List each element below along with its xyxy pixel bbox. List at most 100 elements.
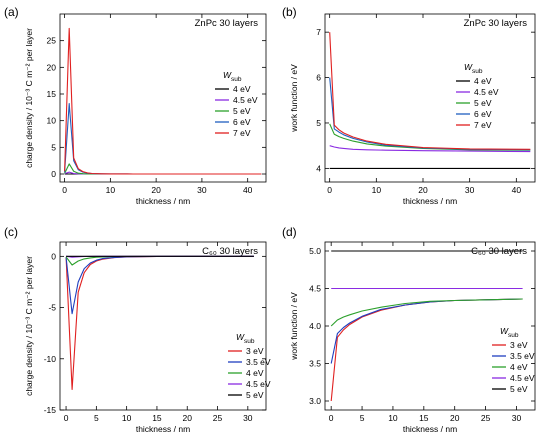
x-tick-label: 0 xyxy=(64,413,69,423)
y-tick-label: 3.5 xyxy=(309,359,321,369)
y-tick-label: 0 xyxy=(51,251,56,261)
plot-frame xyxy=(59,241,267,411)
legend-label: 4.5 eV xyxy=(233,95,258,105)
legend-label: 5 eV xyxy=(474,98,492,108)
panel-label: (c) xyxy=(4,225,18,239)
legend-label: 4.5 eV xyxy=(510,373,535,383)
chart-title: ZnPc 30 layers xyxy=(195,18,259,29)
series-line-4_5-eV xyxy=(329,145,531,153)
x-tick-label: 20 xyxy=(183,413,193,423)
legend-label: 7 eV xyxy=(233,128,251,138)
x-tick-label: 0 xyxy=(62,185,67,195)
x-tick-label: 25 xyxy=(213,413,223,423)
y-axis-label: work function / eV xyxy=(289,64,299,133)
y-axis-label: charge density / 10⁻³ C m⁻² per layer xyxy=(24,28,34,168)
x-tick-label: 10 xyxy=(388,413,398,423)
legend-label: 5 eV xyxy=(246,390,264,400)
series-line-7-eV xyxy=(64,27,262,175)
legend-label: 4 eV xyxy=(246,368,264,378)
chart-panel-c: (c) C₆₀ 30 layers 0 5 10 15 20 25 30 -15 -10 -5 0 thi… xyxy=(4,225,271,434)
series-line-5-eV xyxy=(329,123,531,151)
legend-title: Wsub xyxy=(223,70,242,83)
legend-label: 4 eV xyxy=(510,362,528,372)
legend-title-subscript: sub xyxy=(244,338,255,345)
legend-title-subscript: sub xyxy=(231,76,242,83)
y-tick-label: -10 xyxy=(44,354,57,364)
series-line-3-eV xyxy=(330,298,523,402)
plot-frame xyxy=(59,13,267,183)
x-tick-label: 30 xyxy=(197,185,207,195)
x-axis-label: thickness / nm xyxy=(403,196,457,206)
y-tick-label: 15 xyxy=(47,89,57,99)
plot-frame xyxy=(324,13,536,183)
y-axis-label: charge density / 10⁻³ C m⁻² per layer xyxy=(24,256,34,396)
legend-label: 5 eV xyxy=(510,384,528,394)
legend-label: 6 eV xyxy=(233,117,251,127)
x-axis-label: thickness / nm xyxy=(136,196,190,206)
series-group xyxy=(329,32,531,169)
x-tick-label: 0 xyxy=(327,185,332,195)
legend-label: 3.5 eV xyxy=(510,351,535,361)
x-axis-label: thickness / nm xyxy=(403,424,457,434)
y-tick-label: 7 xyxy=(316,27,321,37)
panel-label: (b) xyxy=(282,5,297,19)
x-tick-label: 30 xyxy=(243,413,253,423)
x-tick-label: 15 xyxy=(419,413,429,423)
panel-label: (d) xyxy=(282,225,297,239)
y-tick-label: 3.0 xyxy=(309,396,321,406)
legend-title: Wsub xyxy=(500,326,519,339)
legend-label: 5 eV xyxy=(233,106,251,116)
x-tick-label: 15 xyxy=(152,413,162,423)
x-tick-label: 25 xyxy=(481,413,491,423)
legend-title: Wsub xyxy=(464,62,483,75)
y-tick-label: 0 xyxy=(51,169,56,179)
legend-label: 3 eV xyxy=(246,346,264,356)
series-line-3_5-eV xyxy=(330,298,523,364)
legend-label: 7 eV xyxy=(474,120,492,130)
y-axis-label: work function / eV xyxy=(289,292,299,361)
x-tick-label: 20 xyxy=(418,185,428,195)
legend-label: 4.5 eV xyxy=(474,87,499,97)
y-tick-label: 10 xyxy=(47,116,57,126)
x-tick-label: 10 xyxy=(106,185,116,195)
y-tick-label: 4.0 xyxy=(309,321,321,331)
chart-panel-a: (a) ZnPc 30 layers 0 10 20 30 40 0 5 10 15 20 25 thic… xyxy=(4,5,267,206)
series-line-4-eV xyxy=(330,298,523,327)
y-tick-label: 5.0 xyxy=(309,246,321,256)
series-group xyxy=(64,27,262,175)
y-tick-label: -15 xyxy=(44,405,57,415)
series-group xyxy=(65,255,254,391)
series-line-7-eV xyxy=(329,32,531,150)
legend-label: 4.5 eV xyxy=(246,379,271,389)
y-tick-label: 5 xyxy=(316,118,321,128)
x-tick-label: 20 xyxy=(450,413,460,423)
x-tick-label: 20 xyxy=(151,185,161,195)
y-tick-label: 20 xyxy=(47,62,57,72)
y-tick-label: 4 xyxy=(316,163,321,173)
y-tick-label: 6 xyxy=(316,73,321,83)
y-tick-label: 25 xyxy=(47,36,57,46)
legend-label: 3.5 eV xyxy=(246,357,271,367)
legend-label: 3 eV xyxy=(510,340,528,350)
y-tick-label: 4.5 xyxy=(309,284,321,294)
x-tick-label: 10 xyxy=(122,413,132,423)
chart-title: ZnPc 30 layers xyxy=(464,18,528,29)
x-tick-label: 40 xyxy=(512,185,522,195)
legend-title-subscript: sub xyxy=(508,332,519,339)
legend-label: 4 eV xyxy=(474,76,492,86)
series-line-5-eV xyxy=(64,163,262,175)
y-tick-label: -5 xyxy=(48,303,56,313)
legend-label: 4 eV xyxy=(233,84,251,94)
x-tick-label: 30 xyxy=(465,185,475,195)
chart-panel-b: (b) ZnPc 30 layers 0 10 20 30 40 4 5 6 7 thickness … xyxy=(282,5,536,206)
legend-title: Wsub xyxy=(236,332,255,345)
x-tick-label: 0 xyxy=(329,413,334,423)
x-axis-label: thickness / nm xyxy=(136,424,190,434)
x-tick-label: 30 xyxy=(512,413,522,423)
x-tick-label: 5 xyxy=(360,413,365,423)
series-line-6-eV xyxy=(64,103,262,175)
x-tick-label: 10 xyxy=(372,185,382,195)
x-tick-label: 40 xyxy=(243,185,253,195)
